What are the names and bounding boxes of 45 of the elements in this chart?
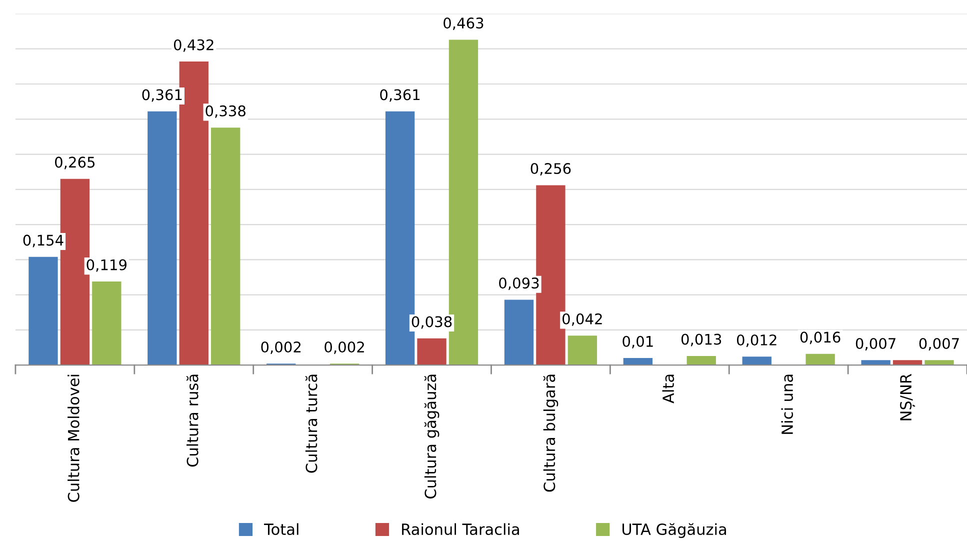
bar bbox=[92, 281, 122, 366]
x-tick-label: Alta bbox=[662, 374, 674, 404]
bar bbox=[568, 336, 598, 366]
bar bbox=[686, 356, 716, 366]
x-tick-label: NȘ/NR bbox=[900, 374, 916, 420]
data-label: 0,038 bbox=[412, 316, 452, 329]
bar bbox=[742, 356, 772, 366]
bar bbox=[924, 360, 954, 366]
data-label: 0,007 bbox=[856, 338, 896, 350]
data-label: 0,002 bbox=[261, 341, 301, 354]
data-label: 0,361 bbox=[380, 89, 420, 102]
data-label: 0,432 bbox=[174, 39, 214, 52]
data-label: 0,463 bbox=[444, 18, 484, 30]
bar bbox=[504, 300, 534, 366]
x-tick-label: Cultura rusă bbox=[186, 374, 198, 467]
x-tick-label: Cultura turcă bbox=[305, 374, 318, 473]
data-label: 0,042 bbox=[562, 313, 602, 326]
data-label: 0,154 bbox=[23, 234, 64, 248]
bar bbox=[417, 338, 446, 366]
bar bbox=[211, 128, 240, 366]
data-label: 0,016 bbox=[800, 332, 840, 344]
bar bbox=[28, 256, 58, 366]
x-tick-label: Cultura găgăuză bbox=[424, 374, 440, 499]
bar bbox=[623, 358, 653, 366]
data-label: 0,012 bbox=[736, 334, 776, 347]
bar bbox=[148, 111, 177, 366]
data-label: 0,338 bbox=[206, 105, 246, 118]
data-label: 0,007 bbox=[919, 338, 959, 350]
x-tick-label: Cultura bulgară bbox=[543, 374, 558, 492]
data-label: 0,256 bbox=[530, 163, 571, 176]
data-label: 0,093 bbox=[499, 278, 539, 290]
data-label: 0,265 bbox=[55, 156, 95, 170]
bar bbox=[892, 360, 922, 366]
data-label: 0,119 bbox=[86, 259, 127, 272]
data-label: 0,01 bbox=[622, 336, 653, 348]
x-tick-label: Cultura Moldovei bbox=[68, 374, 80, 502]
data-label: 0,002 bbox=[324, 341, 364, 354]
x-tick-label: Nici una bbox=[781, 374, 794, 434]
data-label: 0,361 bbox=[142, 89, 182, 102]
legend-label: UTA Găgăuzia bbox=[622, 523, 726, 538]
legend-label: Total bbox=[264, 523, 298, 536]
bar bbox=[806, 354, 835, 366]
legend-label: Raionul Taraclia bbox=[402, 523, 519, 536]
bar bbox=[861, 360, 890, 366]
data-label: 0,013 bbox=[681, 334, 722, 346]
